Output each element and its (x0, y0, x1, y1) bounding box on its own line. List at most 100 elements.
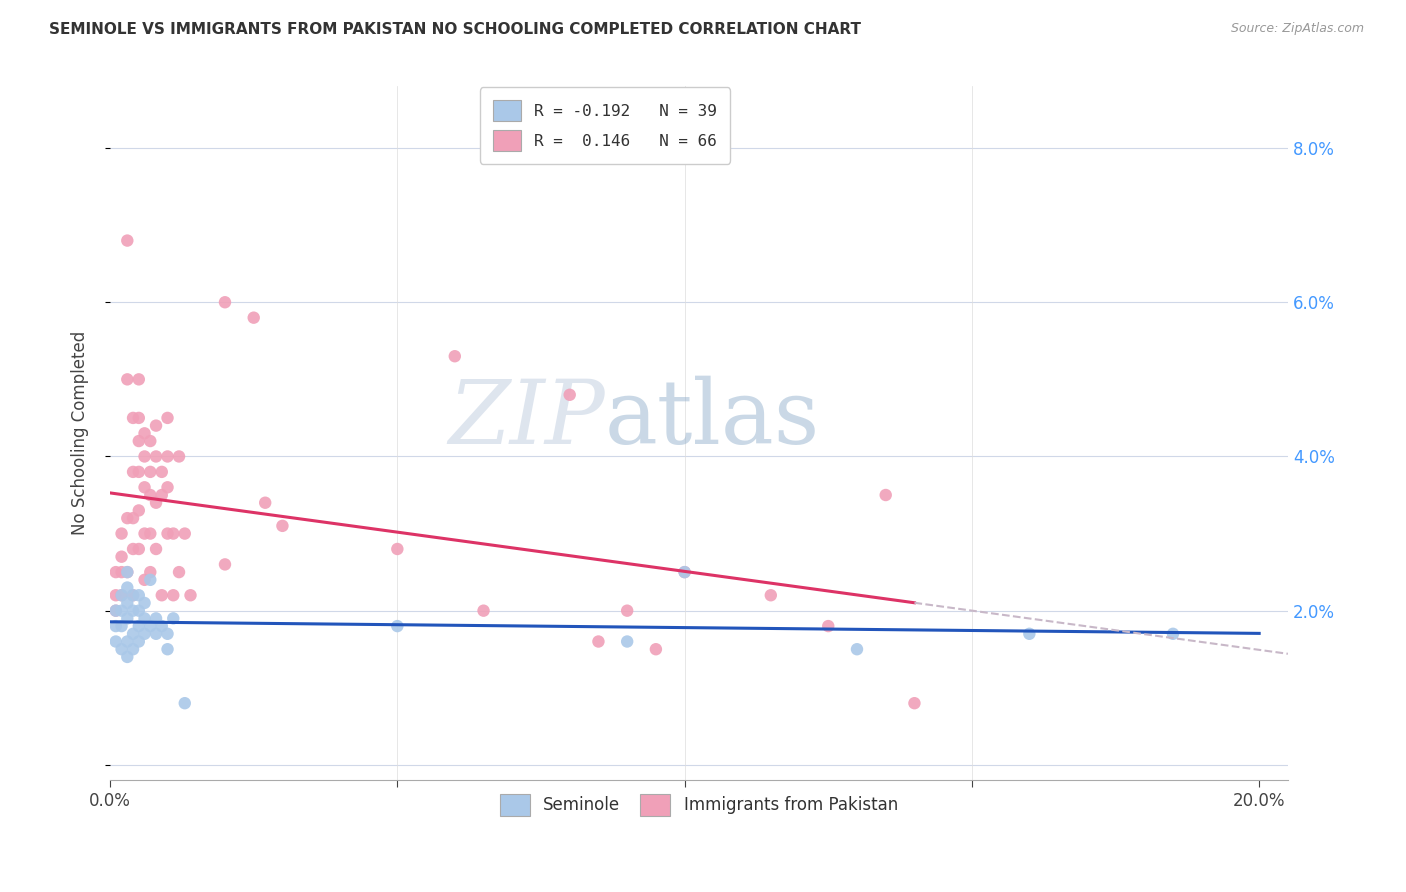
Point (134, 611, 156, 625)
Point (117, 649, 139, 664)
Point (128, 541, 150, 556)
Point (162, 526, 184, 541)
Point (759, 588, 782, 602)
Point (875, 488, 897, 502)
Point (156, 450, 179, 464)
Point (128, 503, 150, 517)
Point (139, 619, 162, 633)
Point (156, 526, 179, 541)
Point (122, 642, 145, 657)
Text: Source: ZipAtlas.com: Source: ZipAtlas.com (1230, 22, 1364, 36)
Point (110, 642, 132, 657)
Point (117, 565, 139, 579)
Point (903, 696, 925, 710)
Point (588, 634, 610, 648)
Point (110, 549, 132, 564)
Point (179, 588, 201, 602)
Point (134, 596, 156, 610)
Point (156, 642, 179, 657)
Point (110, 526, 132, 541)
Point (122, 465, 145, 479)
Point (150, 465, 173, 479)
Y-axis label: No Schooling Completed: No Schooling Completed (72, 331, 89, 535)
Point (117, 596, 139, 610)
Point (616, 634, 638, 648)
Point (673, 565, 696, 579)
Point (616, 604, 638, 618)
Text: atlas: atlas (605, 376, 820, 463)
Point (122, 588, 145, 602)
Point (128, 372, 150, 386)
Point (156, 480, 179, 494)
Point (254, 496, 277, 510)
Point (122, 588, 145, 602)
Point (443, 349, 465, 363)
Point (817, 619, 839, 633)
Point (167, 450, 190, 464)
Point (117, 372, 139, 386)
Point (104, 588, 127, 602)
Point (117, 511, 139, 525)
Point (128, 411, 150, 425)
Point (110, 619, 132, 633)
Point (156, 411, 179, 425)
Point (104, 619, 127, 633)
Point (558, 388, 581, 402)
Point (134, 450, 156, 464)
Text: ZIP: ZIP (449, 376, 605, 463)
Text: SEMINOLE VS IMMIGRANTS FROM PAKISTAN NO SCHOOLING COMPLETED CORRELATION CHART: SEMINOLE VS IMMIGRANTS FROM PAKISTAN NO … (49, 22, 862, 37)
Point (644, 642, 666, 657)
Point (110, 565, 132, 579)
Point (242, 310, 264, 325)
Point (117, 565, 139, 579)
Point (117, 581, 139, 595)
Point (150, 588, 173, 602)
Point (128, 588, 150, 602)
Point (139, 488, 162, 502)
Point (128, 434, 150, 448)
Point (387, 619, 409, 633)
Point (134, 426, 156, 441)
Point (150, 619, 173, 633)
Point (145, 627, 167, 641)
Point (122, 627, 145, 641)
Point (145, 450, 167, 464)
Point (134, 627, 156, 641)
Point (673, 565, 696, 579)
Point (104, 634, 127, 648)
Point (173, 526, 195, 541)
Point (214, 558, 236, 572)
Point (110, 588, 132, 602)
Point (134, 480, 156, 494)
Point (110, 588, 132, 602)
Point (104, 604, 127, 618)
Point (162, 588, 184, 602)
Point (128, 619, 150, 633)
Point (173, 696, 195, 710)
Point (145, 611, 167, 625)
Point (139, 573, 162, 587)
Point (162, 611, 184, 625)
Point (1018, 627, 1040, 641)
Point (145, 418, 167, 433)
Point (104, 565, 127, 579)
Point (110, 604, 132, 618)
Point (122, 604, 145, 618)
Point (122, 511, 145, 525)
Point (167, 565, 190, 579)
Point (117, 634, 139, 648)
Point (122, 541, 145, 556)
Point (387, 541, 409, 556)
Point (128, 604, 150, 618)
Point (156, 627, 179, 641)
Point (122, 411, 145, 425)
Point (271, 519, 294, 533)
Point (846, 642, 869, 657)
Point (139, 434, 162, 448)
Point (139, 565, 162, 579)
Point (472, 604, 495, 618)
Point (145, 496, 167, 510)
Point (117, 611, 139, 625)
Point (150, 488, 173, 502)
Point (1161, 627, 1184, 641)
